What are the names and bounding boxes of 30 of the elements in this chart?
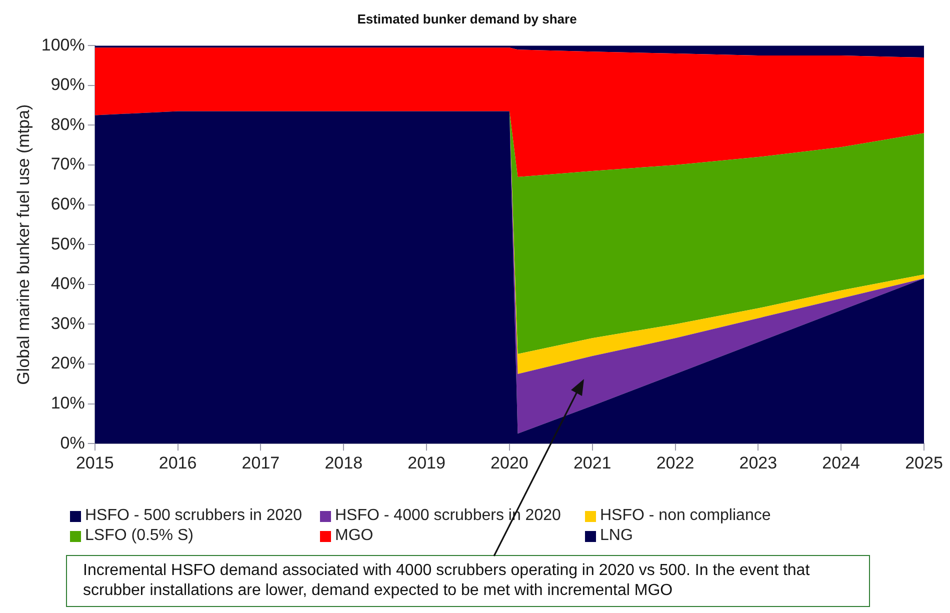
x-tick-label: 2023 [739,453,778,472]
text: Incremental HSFO demand associated with 4000 scrubbers operating in 2020 vs 500. In the event that scrubber installations are lower, demand expected to be met with incremental MGO [83,561,811,601]
legend-label: HSFO - 500 scrubbers in 2020 [85,507,302,525]
legend-label: LSFO (0.5% S) [85,527,194,545]
x-tick-label: 2019 [408,453,446,472]
x-tick-label: 2018 [324,453,363,472]
legend-label: HSFO - non compliance [600,507,771,525]
x-tick-label: 2021 [573,453,612,472]
y-tick-label: 70% [50,154,85,174]
chart-title: Estimated bunker demand by share [357,11,577,26]
y-tick-label: 10% [50,393,85,412]
legend-label: LNG [600,527,633,545]
y-axis-title: Global marine bunker fuel use (mtpa) [14,104,33,385]
x-tick-label: 2025 [905,453,943,472]
y-tick-label: 20% [50,354,85,373]
x-tick-label: 2022 [656,453,694,472]
x-tick-label: 2016 [158,453,197,472]
x-tick-label: 2017 [242,453,280,472]
x-tick-label: 2024 [822,453,860,472]
y-tick-label: 50% [50,234,85,254]
y-tick-label: 80% [50,114,85,134]
y-tick-label: 30% [50,314,85,333]
legend-label: MGO [335,527,374,545]
y-tick-label: 60% [50,194,85,214]
x-tick-label: 2015 [76,453,114,472]
x-tick-label: 2020 [490,453,528,472]
y-tick-label: 100% [41,35,85,54]
y-tick-label: 90% [50,75,85,94]
y-tick-label: 40% [50,274,85,294]
y-tick-label: 0% [60,433,85,452]
